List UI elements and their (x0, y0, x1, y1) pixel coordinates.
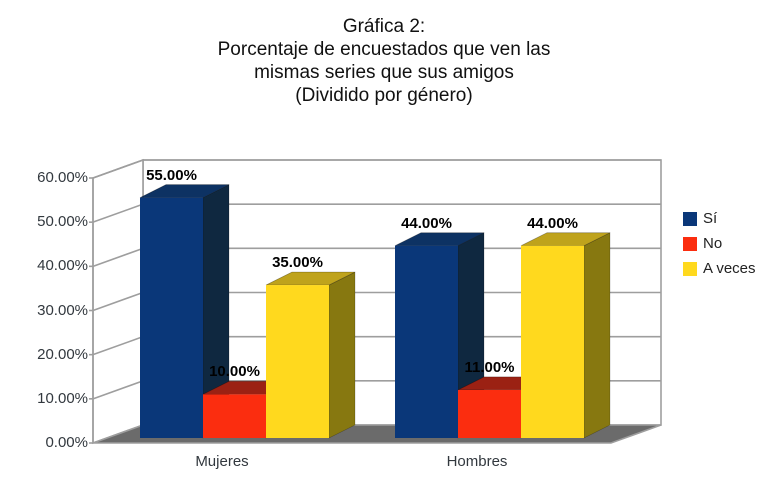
y-axis-tick-label: 0.00% (45, 434, 88, 451)
legend: Sí No A veces (683, 206, 756, 281)
data-label-aveces-hombres: 44.00% (527, 214, 578, 232)
legend-swatch-aveces-icon (683, 261, 697, 276)
chart-title-line-3: mismas series que sus amigos (254, 62, 514, 83)
legend-swatch-no-icon (683, 236, 697, 251)
y-axis-tick-label: 20.00% (37, 345, 88, 363)
chart-title: Gráfica 2: Porcentaje de encuestados que… (9, 15, 759, 107)
legend-item-aveces: A veces (683, 256, 756, 281)
chart-title-line-1: Gráfica 2: (342, 16, 426, 37)
data-label-no-mujeres: 10.00% (209, 363, 260, 381)
data-label-si-hombres: 44.00% (401, 214, 452, 232)
y-axis-tick-label: 10.00% (37, 389, 88, 407)
data-label-aveces-mujeres: 35.00% (272, 254, 323, 272)
legend-label-no: No (703, 235, 723, 252)
data-label-si-mujeres: 55.00% (146, 166, 197, 184)
y-axis-tick-label: 60.00% (37, 169, 88, 186)
x-category-label-hombres: Hombres (446, 453, 508, 470)
legend-item-si: Sí (683, 206, 756, 231)
y-axis-tick-label: 50.00% (37, 213, 88, 231)
legend-item-no: No (683, 231, 756, 256)
y-axis-tick-label: 40.00% (37, 257, 88, 275)
data-label-no-hombres: 11.00% (464, 358, 515, 376)
y-axis-tick-label: 30.00% (37, 301, 88, 319)
x-category-label-mujeres: Mujeres (195, 453, 249, 470)
legend-label-si: Sí (703, 210, 718, 227)
legend-swatch-si-icon (683, 211, 697, 226)
chart-title-line-4: (Dividido por género) (295, 85, 473, 106)
chart-title-line-2: Porcentaje de encuestados que ven las (217, 39, 551, 60)
legend-label-aveces: A veces (703, 260, 756, 277)
